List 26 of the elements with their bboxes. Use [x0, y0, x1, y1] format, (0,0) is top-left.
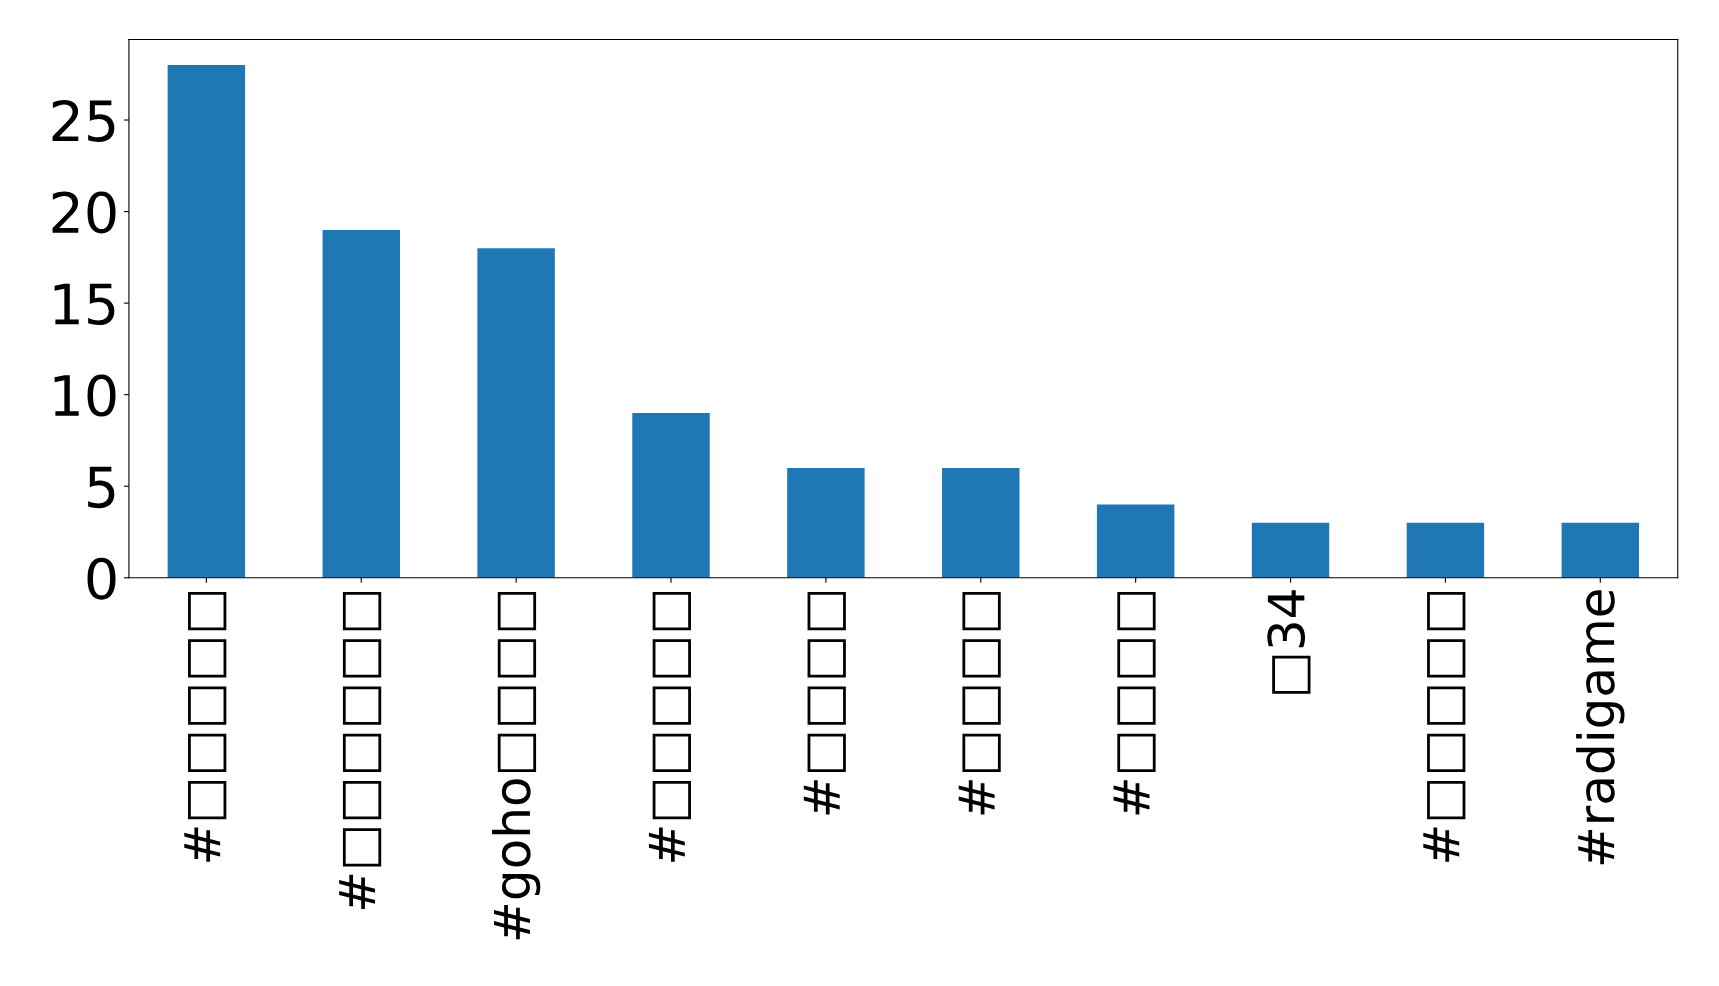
bar	[1561, 522, 1640, 578]
bar	[632, 412, 710, 578]
bar	[1096, 504, 1175, 578]
bar	[322, 229, 400, 578]
bar	[167, 65, 246, 578]
y-tick-label: 25	[52, 99, 115, 142]
x-tick-label: #□□□□	[958, 592, 1001, 815]
x-tick-label: #□□□□□	[184, 592, 227, 862]
x-tick-label: #□□□□	[803, 592, 846, 815]
x-tick-label: #goho□□□□	[491, 592, 541, 940]
y-tick-label: 15	[54, 283, 115, 326]
bar	[477, 248, 555, 578]
y-tick-label: 10	[54, 374, 116, 417]
y-tick-label: 20	[52, 191, 116, 234]
x-tick-label: #□□□□	[1113, 592, 1156, 815]
bar	[787, 467, 865, 578]
bar	[1251, 522, 1330, 578]
x-tick-label: #□□□□□	[1423, 592, 1466, 862]
x-tick-label: #□□□□□	[648, 592, 691, 862]
y-tick-label: 5	[88, 466, 115, 509]
x-tick-label: □34	[1267, 590, 1311, 694]
x-tick-label: #radigame	[1576, 590, 1625, 865]
y-tick-label: 0	[87, 557, 116, 600]
x-tick-label: #□□□□□□	[339, 592, 382, 910]
bar	[1406, 522, 1485, 578]
bar	[942, 467, 1020, 578]
